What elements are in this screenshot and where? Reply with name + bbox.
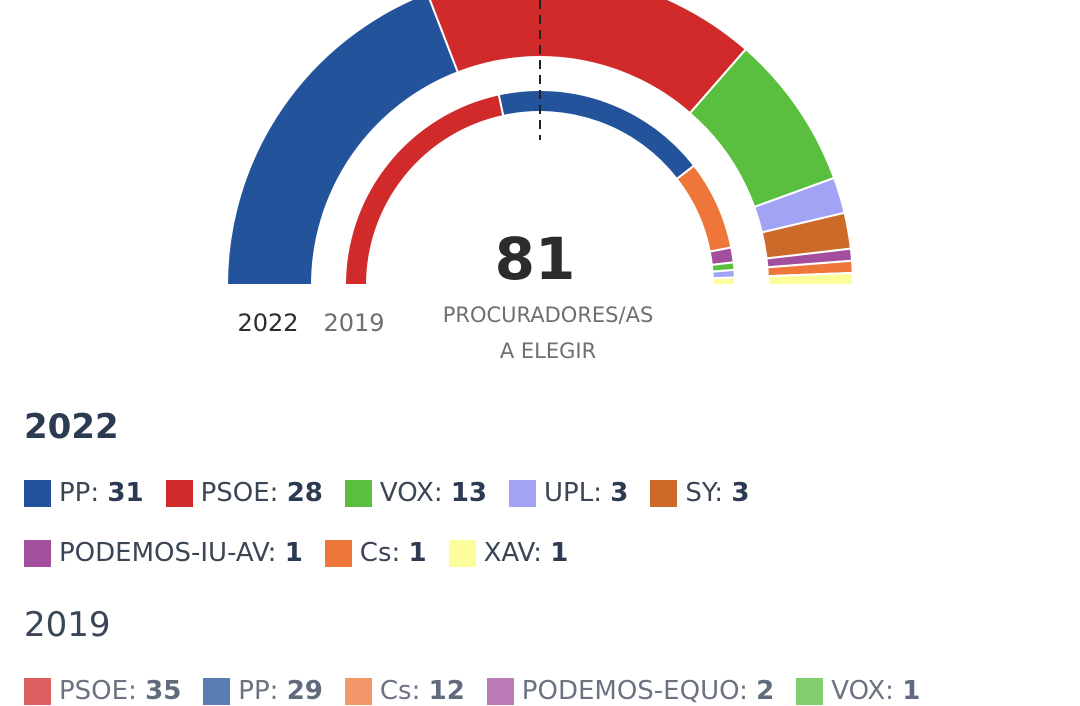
legend-label: SY:	[685, 478, 732, 508]
legend-label: PP:	[59, 478, 108, 508]
legend-label: PP:	[238, 676, 287, 706]
legend-label: PSOE:	[200, 478, 287, 508]
legend-label: PODEMOS-EQUO:	[521, 676, 757, 706]
legend-value: 1	[550, 538, 569, 568]
legend-swatch	[203, 677, 231, 705]
legend-value: 3	[610, 478, 629, 508]
seat-segment-2019-cs	[675, 164, 733, 253]
legend-swatch	[324, 539, 352, 567]
total-seats-label-line1: PROCURADORES/AS	[443, 303, 654, 327]
legend-2019: 2019 PSOE: 35 PP: 29 Cs: 12 PODEMOS-EQUO: 2…	[24, 608, 942, 706]
legend-value: 12	[428, 676, 465, 706]
legend-2022: 2022 PP: 31 PSOE: 28 VOX: 13 UPL: 3 SY: 3 POD…	[24, 410, 771, 568]
total-seats-value: 81	[495, 225, 576, 293]
outer-ring-2022	[225, 0, 855, 286]
seat-segment-2019-xav	[711, 276, 737, 286]
legend-swatch	[650, 479, 678, 507]
ring-label-inner: 2019	[323, 309, 384, 337]
legend-label: Cs:	[359, 538, 409, 568]
legend-item-2022: UPL: 3	[509, 478, 628, 508]
legend-item-2019: VOX: 1	[796, 676, 920, 706]
legend-row: PP: 31 PSOE: 28 VOX: 13 UPL: 3 SY: 3	[24, 478, 771, 508]
legend-swatch	[24, 677, 51, 705]
legend-label: PODEMOS-IU-AV:	[59, 538, 285, 568]
legend-label: VOX:	[379, 478, 451, 508]
legend-row: PSOE: 35 PP: 29 Cs: 12 PODEMOS-EQUO: 2 VOX: …	[24, 676, 942, 706]
legend-item-2022: PP: 31	[24, 478, 144, 508]
legend-item-2019: PODEMOS-EQUO: 2	[486, 676, 775, 706]
legend-value: 1	[902, 676, 921, 706]
legend-swatch	[165, 479, 193, 507]
legend-label: PSOE:	[59, 676, 146, 706]
legend-label: Cs:	[379, 676, 429, 706]
legend-item-2019: Cs: 12	[344, 676, 465, 706]
legend-item-2019: PP: 29	[203, 676, 323, 706]
legend-swatch	[796, 677, 824, 705]
hemicycle-chart: 81 PROCURADORES/AS A ELEGIR 2022 2019	[225, 0, 855, 363]
legend-2019-rows: PSOE: 35 PP: 29 Cs: 12 PODEMOS-EQUO: 2 VOX: …	[24, 676, 942, 706]
legend-label: XAV:	[483, 538, 551, 568]
total-seats-label-line2: A ELEGIR	[500, 339, 596, 363]
legend-swatch	[344, 677, 372, 705]
legend-swatch	[344, 479, 372, 507]
legend-value: 1	[284, 538, 303, 568]
legend-item-2022: XAV: 1	[448, 538, 569, 568]
legend-item-2022: PSOE: 28	[165, 478, 323, 508]
legend-swatch	[24, 479, 51, 507]
legend-item-2022: Cs: 1	[324, 538, 427, 568]
legend-value: 3	[731, 478, 750, 508]
legend-value: 29	[286, 676, 323, 706]
seat-segment-2022-xav	[766, 271, 855, 286]
seat-segment-2022-pp	[225, 0, 460, 286]
seat-segment-2019-pp	[497, 89, 696, 181]
legend-item-2019: PSOE: 35	[24, 676, 181, 706]
legend-value: 13	[450, 478, 488, 508]
legend-2022-rows: PP: 31 PSOE: 28 VOX: 13 UPL: 3 SY: 3 PODEMOS-…	[24, 478, 771, 568]
legend-title-2019: 2019	[24, 605, 111, 645]
legend-swatch	[509, 479, 537, 507]
legend-label: UPL:	[544, 478, 611, 508]
legend-swatch	[24, 539, 51, 567]
inner-ring-2019	[343, 89, 737, 286]
legend-value: 28	[286, 478, 323, 508]
legend-value: 31	[107, 478, 144, 508]
legend-item-2022: SY: 3	[650, 478, 749, 508]
ring-label-outer: 2022	[237, 309, 298, 337]
legend-value: 2	[756, 676, 775, 706]
legend-swatch	[448, 539, 476, 567]
legend-swatch	[486, 677, 514, 705]
legend-label: VOX:	[831, 676, 903, 706]
legend-row: PODEMOS-IU-AV: 1 Cs: 1 XAV: 1	[24, 538, 771, 568]
legend-item-2022: PODEMOS-IU-AV: 1	[24, 538, 303, 568]
legend-value: 1	[408, 538, 427, 568]
legend-item-2022: VOX: 13	[344, 478, 488, 508]
legend-value: 35	[145, 676, 182, 706]
legend-title-2022: 2022	[24, 407, 119, 447]
